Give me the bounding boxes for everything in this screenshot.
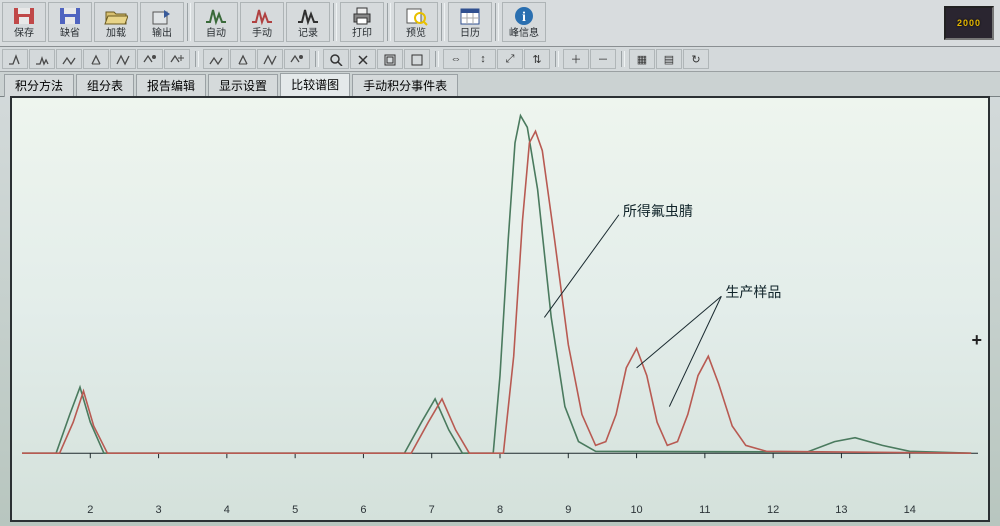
tool-preview[interactable]: 预览 bbox=[394, 2, 438, 42]
crosshair-cursor: + bbox=[971, 330, 982, 351]
chart-frame: + 2 3 4 5 6 7 8 9 10 11 12 13 14 所得氟虫腈生产样品 bbox=[10, 96, 990, 522]
toolbar-secondary: ⇔↕⤢⇅ ＋－ ▦▤↻ bbox=[0, 47, 1000, 72]
x-tick-label: 4 bbox=[224, 504, 230, 516]
x-tick-label: 9 bbox=[565, 504, 571, 516]
tool-label: 输出 bbox=[152, 28, 172, 40]
tool-label: 加载 bbox=[106, 28, 126, 40]
view-tool-4[interactable]: ＋ bbox=[563, 49, 589, 69]
view-tool-3[interactable]: ⇅ bbox=[524, 49, 550, 69]
tool-label: 保存 bbox=[14, 28, 34, 40]
peak-tool-4[interactable] bbox=[110, 49, 136, 69]
sep bbox=[621, 51, 625, 67]
series-sample bbox=[22, 131, 971, 453]
tool-save[interactable]: 保存 bbox=[2, 2, 46, 42]
calendar-icon bbox=[456, 5, 484, 27]
tool-info[interactable]: i 峰信息 bbox=[502, 2, 546, 42]
view-tool-1[interactable]: ↕ bbox=[470, 49, 496, 69]
peak-tool-b3[interactable] bbox=[284, 49, 310, 69]
tool-label: 记录 bbox=[298, 28, 318, 40]
sep bbox=[555, 51, 559, 67]
export-icon bbox=[148, 5, 176, 27]
sep bbox=[315, 51, 319, 67]
toolbar-main: 保存 缺省 加载 输出 自动 手动 记录 打印 预览 日历 i 峰信息 2000 bbox=[0, 0, 1000, 47]
tool-wave-a[interactable]: 自动 bbox=[194, 2, 238, 42]
view-tool-0[interactable]: ⇔ bbox=[443, 49, 469, 69]
tool-save[interactable]: 缺省 bbox=[48, 2, 92, 42]
sep bbox=[195, 51, 199, 67]
x-tick-label: 14 bbox=[904, 504, 916, 516]
zoom-tool-0[interactable] bbox=[323, 49, 349, 69]
wave-m-icon bbox=[248, 5, 276, 27]
peak-tool-b1[interactable] bbox=[230, 49, 256, 69]
tool-label: 预览 bbox=[406, 28, 426, 40]
tool-wave-m[interactable]: 手动 bbox=[240, 2, 284, 42]
zoom-tool-1[interactable] bbox=[350, 49, 376, 69]
info-icon: i bbox=[510, 5, 538, 27]
tool-label: 峰信息 bbox=[509, 28, 539, 40]
view-tool-5[interactable]: － bbox=[590, 49, 616, 69]
view-tool-8[interactable]: ↻ bbox=[683, 49, 709, 69]
peak-tool-2[interactable] bbox=[56, 49, 82, 69]
peak-tool-5[interactable] bbox=[137, 49, 163, 69]
view-tool-2[interactable]: ⤢ bbox=[497, 49, 523, 69]
peak-tool-3[interactable] bbox=[83, 49, 109, 69]
tool-print[interactable]: 打印 bbox=[340, 2, 384, 42]
toolbar-separator bbox=[441, 3, 445, 41]
chromatogram-plot bbox=[12, 98, 988, 520]
x-tick-label: 13 bbox=[835, 504, 847, 516]
toolbar-separator bbox=[187, 3, 191, 41]
annotation-label-1: 生产样品 bbox=[725, 282, 781, 302]
peak-tool-1[interactable] bbox=[29, 49, 55, 69]
peak-tool-b0[interactable] bbox=[203, 49, 229, 69]
wave-r-icon bbox=[294, 5, 322, 27]
x-tick-label: 2 bbox=[87, 504, 93, 516]
x-tick-label: 6 bbox=[360, 504, 366, 516]
tool-label: 手动 bbox=[252, 28, 272, 40]
x-tick-label: 11 bbox=[699, 504, 710, 516]
tab-4[interactable]: 比较谱图 bbox=[280, 73, 350, 97]
tool-wave-r[interactable]: 记录 bbox=[286, 2, 330, 42]
view-tool-7[interactable]: ▤ bbox=[656, 49, 682, 69]
tab-0[interactable]: 积分方法 bbox=[4, 74, 74, 97]
tool-open[interactable]: 加载 bbox=[94, 2, 138, 42]
save-icon bbox=[10, 5, 38, 27]
tool-calendar[interactable]: 日历 bbox=[448, 2, 492, 42]
toolbar-separator bbox=[495, 3, 499, 41]
tab-1[interactable]: 组分表 bbox=[76, 74, 134, 97]
peak-tool-6[interactable] bbox=[164, 49, 190, 69]
toolbar-separator bbox=[333, 3, 337, 41]
x-tick-label: 10 bbox=[630, 504, 642, 516]
tab-3[interactable]: 显示设置 bbox=[208, 74, 278, 97]
tool-label: 日历 bbox=[460, 28, 480, 40]
series-product bbox=[22, 116, 971, 454]
preview-icon bbox=[402, 5, 430, 27]
x-tick-label: 7 bbox=[429, 504, 435, 516]
x-tick-label: 8 bbox=[497, 504, 503, 516]
wave-a-icon bbox=[202, 5, 230, 27]
save-icon bbox=[56, 5, 84, 27]
tool-label: 缺省 bbox=[60, 28, 80, 40]
tool-export[interactable]: 输出 bbox=[140, 2, 184, 42]
tab-5[interactable]: 手动积分事件表 bbox=[352, 74, 458, 97]
tool-label: 打印 bbox=[352, 28, 372, 40]
open-icon bbox=[102, 5, 130, 27]
view-tool-6[interactable]: ▦ bbox=[629, 49, 655, 69]
x-tick-label: 5 bbox=[292, 504, 298, 516]
x-tick-label: 3 bbox=[156, 504, 162, 516]
peak-tool-0[interactable] bbox=[2, 49, 28, 69]
chromatography-app: 保存 缺省 加载 输出 自动 手动 记录 打印 预览 日历 i 峰信息 2000 ⇔↕⤢⇅ ＋－ ▦▤↻ 积… bbox=[0, 0, 1000, 526]
x-tick-label: 12 bbox=[767, 504, 779, 516]
zoom-tool-2[interactable] bbox=[377, 49, 403, 69]
svg-text:i: i bbox=[522, 10, 526, 25]
print-icon bbox=[348, 5, 376, 27]
peak-tool-b2[interactable] bbox=[257, 49, 283, 69]
toolbar-separator bbox=[387, 3, 391, 41]
tab-2[interactable]: 报告编辑 bbox=[136, 74, 206, 97]
tool-label: 自动 bbox=[206, 28, 226, 40]
sep bbox=[435, 51, 439, 67]
tab-row: 积分方法组分表报告编辑显示设置比较谱图手动积分事件表 bbox=[0, 72, 1000, 97]
vendor-badge: 2000 bbox=[944, 6, 994, 40]
annotation-label-0: 所得氟虫腈 bbox=[623, 201, 693, 221]
zoom-tool-3[interactable] bbox=[404, 49, 430, 69]
